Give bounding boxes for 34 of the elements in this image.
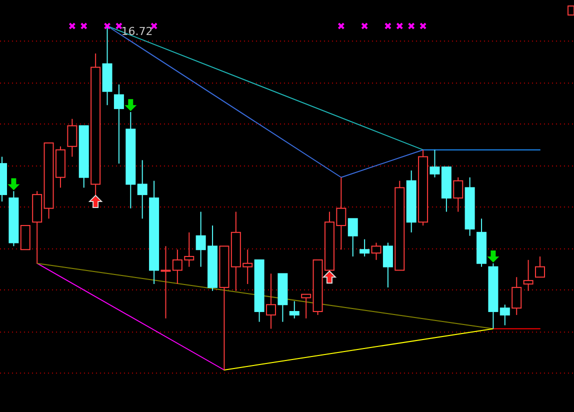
point (150, 22, 158, 30)
point (115, 22, 122, 30)
candlestick (114, 84, 124, 164)
candlestick (360, 238, 370, 257)
candlestick (289, 300, 300, 319)
point (322, 270, 336, 284)
annotation: 16.72 (121, 25, 153, 38)
candlestick (301, 294, 312, 319)
candlestick (266, 273, 276, 330)
point (487, 250, 500, 262)
candlestick (137, 160, 148, 220)
candlestick (500, 304, 510, 326)
point (420, 22, 427, 30)
candlestick (382, 242, 393, 288)
point (89, 194, 102, 208)
candlestick (371, 242, 382, 260)
point (8, 178, 20, 190)
candlestick (535, 256, 545, 278)
candlestick (160, 246, 171, 319)
candlestick (348, 218, 358, 257)
candlestick (523, 259, 534, 292)
candlestick (430, 149, 440, 178)
point (361, 22, 368, 30)
candlestick (512, 276, 522, 316)
point (396, 22, 404, 30)
candlestick (453, 176, 464, 212)
point (338, 22, 345, 30)
point (80, 22, 88, 30)
candlestick (67, 118, 78, 158)
point (408, 22, 415, 30)
point (104, 22, 111, 30)
point (68, 22, 76, 30)
point (384, 22, 392, 30)
point (124, 99, 137, 112)
